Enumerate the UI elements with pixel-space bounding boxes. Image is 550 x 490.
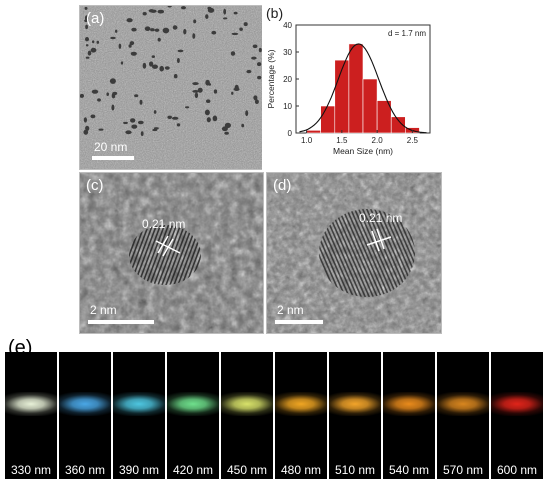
excitation-wavelength-label: 360 nm: [64, 463, 106, 477]
excitation-wavelength-label: 390 nm: [118, 463, 160, 477]
x-axis-label: Mean Size (nm): [333, 146, 393, 156]
scale-label-a: 20 nm: [94, 140, 128, 154]
x-tick-label: 1.5: [336, 136, 348, 145]
histogram-bar: [320, 105, 336, 134]
emission-photo-tile: 390 nm: [113, 352, 165, 479]
tem-image-overview: (a) 20 nm: [79, 5, 264, 170]
emission-photo-tile: 330 nm: [5, 352, 57, 479]
tem-overview-texture: [80, 6, 263, 169]
gaussian-fit-curve: [299, 43, 427, 134]
panel-label-d: (d): [273, 177, 292, 194]
histogram-bar: [306, 130, 321, 134]
scale-label-d: 2 nm: [277, 303, 304, 317]
emission-photo-tile: 540 nm: [383, 352, 435, 479]
hrtem-d-texture: [267, 173, 441, 333]
x-tick-label: 2.5: [407, 136, 419, 145]
lattice-spacing-c: 0.21 nm: [142, 217, 186, 231]
histogram-bar: [390, 116, 406, 134]
histogram-plot: 0 10 20 30 40 1.0 1.5 2.0 2.5 Mean Size (nm) Perce…: [266, 5, 431, 156]
mean-size-annotation: d = 1.7 nm: [388, 29, 426, 38]
emission-glow: [491, 392, 543, 416]
excitation-wavelength-label: 600 nm: [496, 463, 538, 477]
excitation-wavelength-label: 480 nm: [280, 463, 322, 477]
emission-glow: [167, 392, 219, 416]
emission-photo-tile: 600 nm: [491, 352, 543, 479]
size-histogram: 0 10 20 30 40 1.0 1.5 2.0 2.5 Mean Size (nm) Perce…: [262, 5, 440, 170]
scale-bar-c: [88, 320, 154, 324]
emission-glow: [5, 392, 57, 416]
emission-photo-tile: 570 nm: [437, 352, 489, 479]
emission-glow: [59, 392, 111, 416]
emission-photo-tile: 480 nm: [275, 352, 327, 479]
emission-photo-tile: 450 nm: [221, 352, 273, 479]
emission-glow: [275, 392, 327, 416]
y-tick-label: 20: [283, 75, 292, 84]
emission-photo-tile: 420 nm: [167, 352, 219, 479]
scale-bar-a: [92, 156, 134, 160]
emission-glow: [437, 392, 489, 416]
hrtem-c-texture: [80, 173, 263, 333]
excitation-wavelength-label: 540 nm: [388, 463, 430, 477]
excitation-wavelength-label: 450 nm: [226, 463, 268, 477]
y-tick-label: 0: [288, 129, 293, 138]
histogram-bar: [348, 43, 364, 134]
scale-bar-d: [275, 320, 323, 324]
emission-glow: [113, 392, 165, 416]
excitation-wavelength-label: 510 nm: [334, 463, 376, 477]
emission-glow: [329, 392, 381, 416]
lattice-spacing-d: 0.21 nm: [359, 211, 403, 225]
excitation-wavelength-label: 570 nm: [442, 463, 484, 477]
panel-label-c: (c): [86, 177, 104, 194]
hrtem-image-c: (c) 0.21 nm 2 nm: [79, 172, 264, 334]
panel-label-b: (b): [266, 5, 283, 21]
y-tick-label: 30: [283, 48, 292, 57]
y-axis-label: Percentage (%): [266, 49, 276, 108]
panel-label-a: (a): [86, 10, 105, 27]
histogram-bar: [362, 78, 378, 134]
y-tick-label: 40: [283, 21, 292, 30]
excitation-wavelength-label: 330 nm: [10, 463, 52, 477]
emission-photo-tile: 360 nm: [59, 352, 111, 479]
emission-photo-tile: 510 nm: [329, 352, 381, 479]
excitation-wavelength-label: 420 nm: [172, 463, 214, 477]
scale-label-c: 2 nm: [90, 303, 117, 317]
emission-glow: [221, 392, 273, 416]
emission-photo-strip: 330 nm 360 nm 390 nm 420 nm 450 nm 480 nm 510 …: [5, 352, 545, 479]
y-tick-label: 10: [283, 102, 292, 111]
emission-glow: [383, 392, 435, 416]
x-tick-label: 1.0: [301, 136, 313, 145]
hrtem-image-d: (d) 0.21 nm 2 nm: [266, 172, 442, 334]
x-tick-label: 2.0: [372, 136, 384, 145]
